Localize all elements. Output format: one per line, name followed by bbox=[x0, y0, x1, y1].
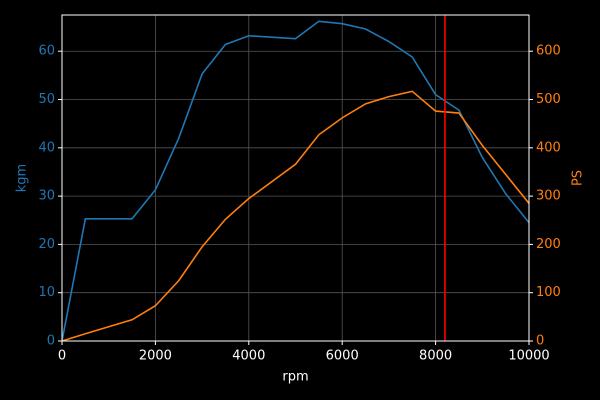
x-tick-label: 6000 bbox=[326, 349, 359, 364]
y-tick-label: 10 bbox=[38, 285, 55, 300]
y2-tick-label: 600 bbox=[536, 44, 561, 59]
y2-tick-label: 300 bbox=[536, 189, 561, 204]
y2-tick-label: 400 bbox=[536, 140, 561, 155]
y2-tick-label: 500 bbox=[536, 92, 561, 107]
y-tick-label: 20 bbox=[38, 237, 55, 252]
y2-tick-label: 0 bbox=[536, 334, 544, 349]
y-tick-label: 40 bbox=[38, 140, 55, 155]
y-axis-label: kgm bbox=[15, 164, 30, 192]
series-line bbox=[61, 90, 530, 342]
y-tick-label: 50 bbox=[38, 92, 55, 107]
y-tick-label: 30 bbox=[38, 189, 55, 204]
x-tick-label: 4000 bbox=[232, 349, 265, 364]
x-tick-label: 8000 bbox=[419, 349, 452, 364]
x-axis-label: rpm bbox=[282, 370, 308, 385]
x-tick-label: 10000 bbox=[508, 349, 549, 364]
y2-tick-label: 200 bbox=[536, 237, 561, 252]
y2-axis-label: PS bbox=[571, 170, 586, 186]
y-tick-label: 60 bbox=[38, 44, 55, 59]
x-tick-label: 0 bbox=[58, 349, 66, 364]
series-line bbox=[61, 20, 530, 342]
y2-tick-label: 100 bbox=[536, 285, 561, 300]
x-tick-label: 2000 bbox=[139, 349, 172, 364]
plot-frame bbox=[61, 14, 530, 342]
y-tick-label: 0 bbox=[47, 334, 55, 349]
